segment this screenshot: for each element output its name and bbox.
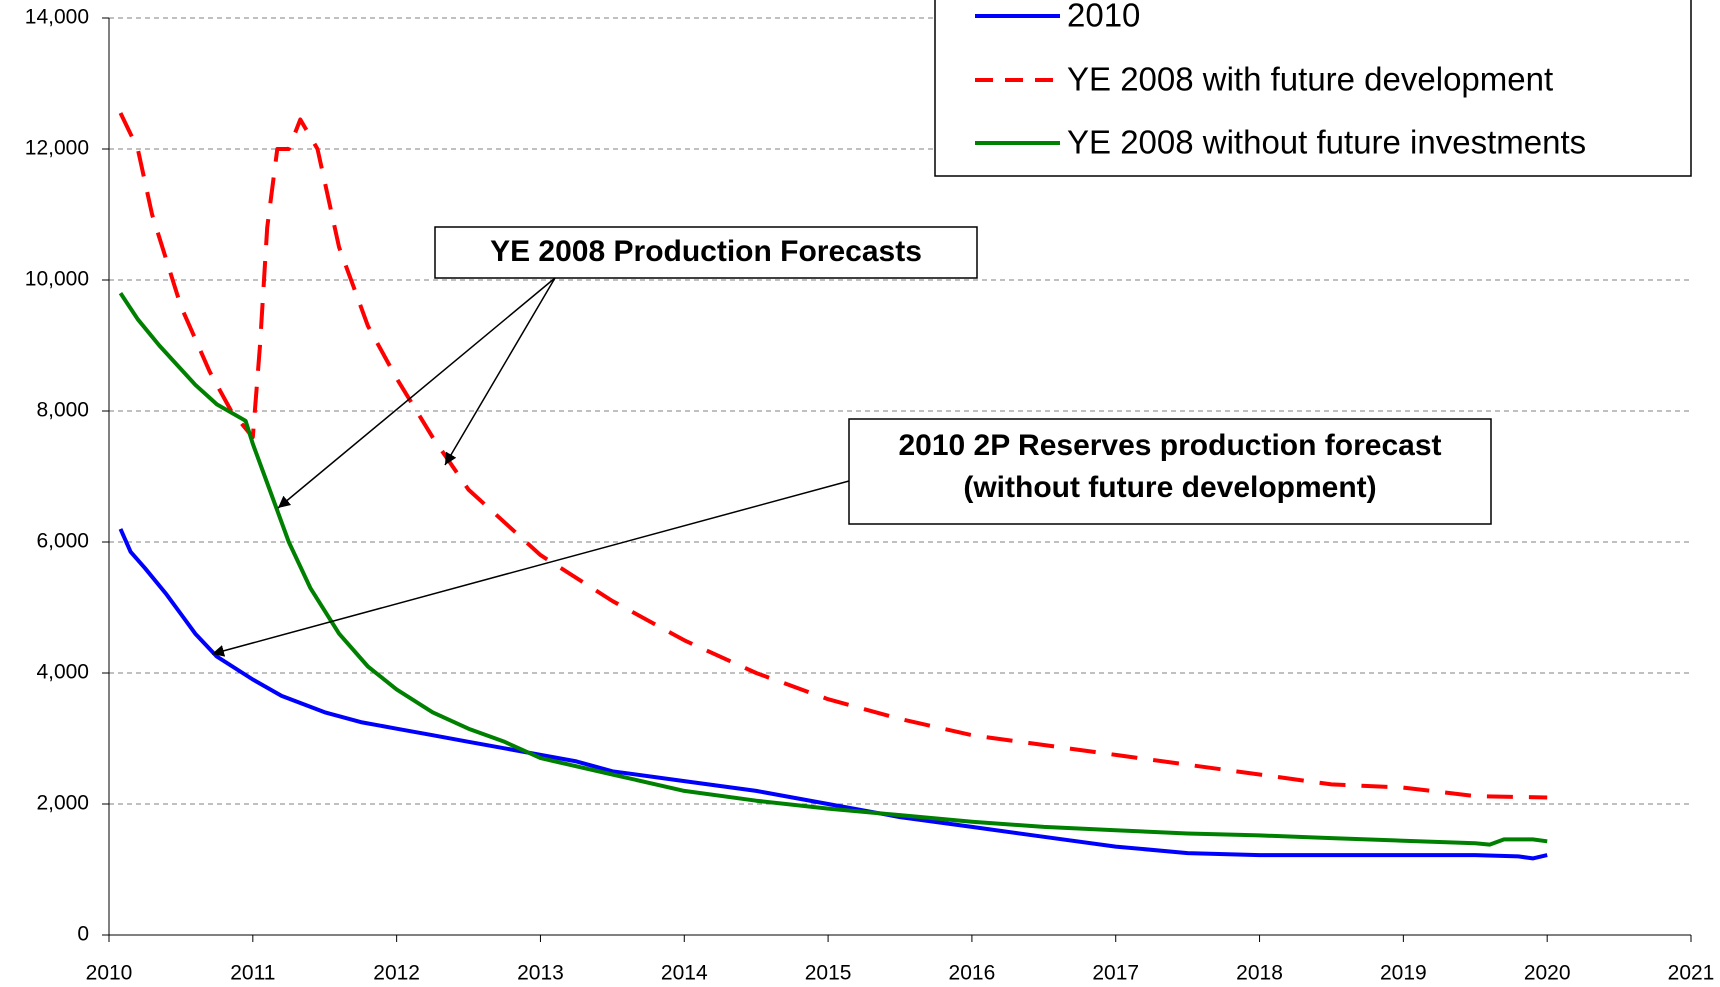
y-tick-label: 6,000 <box>36 530 89 553</box>
x-tick-label: 2015 <box>805 962 852 985</box>
annotation-text: 2010 2P Reserves production forecast <box>898 429 1441 462</box>
x-tick-label: 2013 <box>517 962 564 985</box>
annotation-arrow <box>277 277 556 509</box>
legend-label: 2010 <box>1067 0 1140 34</box>
x-tick-label: 2011 <box>230 962 275 985</box>
legend-label: YE 2008 with future development <box>1067 61 1553 98</box>
annotation: YE 2008 Production Forecasts <box>277 226 978 509</box>
legend-box <box>934 0 1692 177</box>
x-tick-label: 2021 <box>1668 962 1715 985</box>
annotation-arrow <box>444 277 556 466</box>
series-line <box>118 291 1548 847</box>
series-line <box>118 112 1548 800</box>
x-tick-label: 2018 <box>1236 962 1283 985</box>
y-tick-label: 10,000 <box>25 268 89 291</box>
annotation-box <box>434 226 978 279</box>
annotation: 2010 2P Reserves production forecast (wit… <box>211 418 1492 657</box>
x-tick-label: 2014 <box>661 962 708 985</box>
annotation-text: (without future development) <box>963 471 1376 504</box>
annotation-text: YE 2008 Production Forecasts <box>490 235 922 268</box>
annotation-arrow <box>211 480 850 657</box>
x-tick-label: 2017 <box>1092 962 1139 985</box>
annotation-box <box>848 418 1492 525</box>
x-tick-label: 2010 <box>86 962 133 985</box>
y-tick-label: 2,000 <box>36 792 89 815</box>
series-line <box>118 528 1548 861</box>
x-tick-label: 2016 <box>949 962 996 985</box>
legend: 2010 YE 2008 with future development YE 20… <box>934 0 1692 177</box>
y-tick-label: 14,000 <box>25 6 89 29</box>
x-tick-label: 2012 <box>373 962 420 985</box>
y-tick-label: 8,000 <box>36 399 89 422</box>
y-tick-label: 4,000 <box>36 661 89 684</box>
x-tick-label: 2019 <box>1380 962 1427 985</box>
legend-label: YE 2008 without future investments <box>1067 124 1586 161</box>
y-tick-label: 12,000 <box>25 137 89 160</box>
y-tick-label: 0 <box>77 923 89 946</box>
x-tick-label: 2020 <box>1524 962 1571 985</box>
